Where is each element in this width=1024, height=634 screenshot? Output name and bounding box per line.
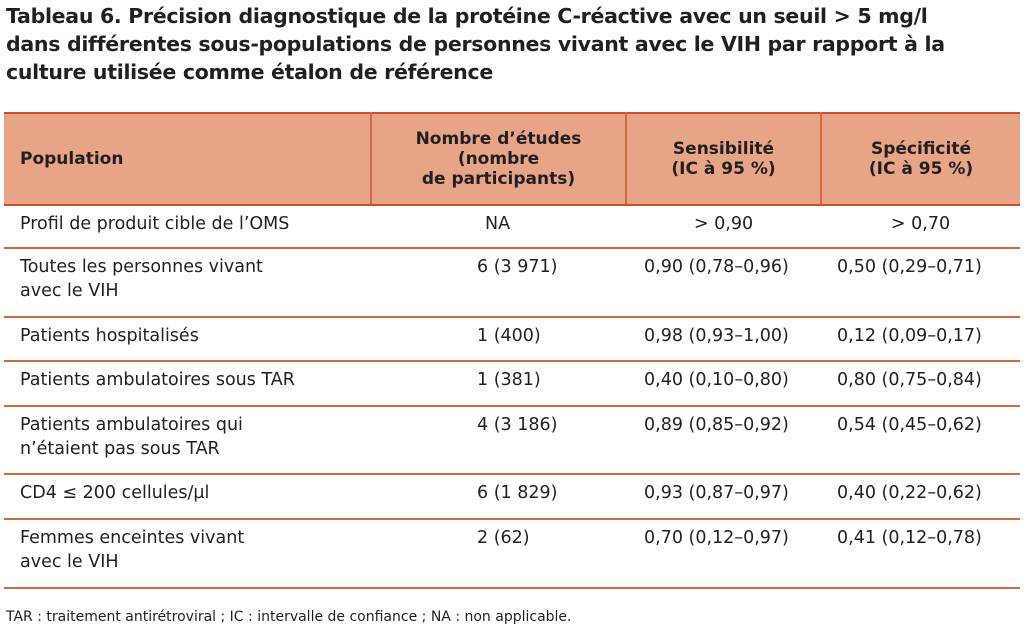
studies-cell: 6 (1 829)	[371, 474, 626, 520]
table-row: Patients ambulatoires qui n’étaient pas s…	[4, 406, 1020, 475]
population-cell: Patients ambulatoires qui n’étaient pas s…	[4, 406, 371, 475]
sensitivity-cell: 0,93 (0,87–0,97)	[626, 474, 821, 520]
studies-cell: 2 (62)	[371, 519, 626, 589]
table-row: Toutes les personnes vivant avec le VIH 6…	[4, 248, 1020, 318]
table-row: Patients hospitalisés 1 (400) 0,98 (0,93…	[4, 317, 1020, 362]
specificity-cell: 0,12 (0,09–0,17)	[821, 317, 1020, 362]
population-cell: Patients hospitalisés	[4, 317, 371, 362]
header-sensitivity: Sensibilité (IC à 95 %)	[626, 112, 822, 206]
title-line-1: Tableau 6. Précision diagnostique de la …	[6, 4, 928, 28]
specificity-cell: > 0,70	[821, 205, 1020, 249]
header-studies: Nombre d’études (nombre de participants)	[371, 112, 627, 206]
sensitivity-cell: > 0,90	[626, 205, 821, 249]
table-row: Patients ambulatoires sous TAR 1 (381) 0…	[4, 361, 1020, 407]
header-row: Population Nombre d’études (nombre de pa…	[4, 112, 1020, 206]
sensitivity-cell: 0,90 (0,78–0,96)	[626, 248, 821, 318]
specificity-cell: 0,41 (0,12–0,78)	[821, 519, 1020, 589]
population-cell: CD4 ≤ 200 cellules/µl	[4, 474, 371, 520]
population-cell: Patients ambulatoires sous TAR	[4, 361, 371, 407]
specificity-cell: 0,80 (0,75–0,84)	[821, 361, 1020, 407]
table-footnote: TAR : traitement antirétroviral ; IC : i…	[6, 609, 572, 625]
specificity-cell: 0,54 (0,45–0,62)	[821, 406, 1020, 475]
title-line-3: culture utilisée comme étalon de référen…	[6, 60, 493, 84]
header-specificity: Spécificité (IC à 95 %)	[821, 112, 1020, 206]
diagnostic-accuracy-table: Population Nombre d’études (nombre de pa…	[4, 112, 1020, 589]
header-population: Population	[4, 112, 372, 206]
table-body: Profil de produit cible de l’OMS NA > 0,…	[4, 205, 1020, 589]
table-row: Profil de produit cible de l’OMS NA > 0,…	[4, 205, 1020, 249]
studies-cell: NA	[371, 205, 626, 249]
sensitivity-cell: 0,70 (0,12–0,97)	[626, 519, 821, 589]
population-cell: Profil de produit cible de l’OMS	[4, 205, 371, 249]
studies-cell: 1 (400)	[371, 317, 626, 362]
sensitivity-cell: 0,40 (0,10–0,80)	[626, 361, 821, 407]
specificity-cell: 0,40 (0,22–0,62)	[821, 474, 1020, 520]
title-line-2: dans différentes sous-populations de per…	[6, 32, 945, 56]
table-title: Tableau 6. Précision diagnostique de la …	[6, 2, 1018, 86]
specificity-cell: 0,50 (0,29–0,71)	[821, 248, 1020, 318]
table-row: Femmes enceintes vivant avec le VIH 2 (62…	[4, 519, 1020, 589]
sensitivity-cell: 0,89 (0,85–0,92)	[626, 406, 821, 475]
population-cell: Femmes enceintes vivant avec le VIH	[4, 519, 371, 589]
table-row: CD4 ≤ 200 cellules/µl 6 (1 829) 0,93 (0,…	[4, 474, 1020, 520]
studies-cell: 1 (381)	[371, 361, 626, 407]
studies-cell: 4 (3 186)	[371, 406, 626, 475]
table-header: Population Nombre d’études (nombre de pa…	[4, 112, 1020, 206]
sensitivity-cell: 0,98 (0,93–1,00)	[626, 317, 821, 362]
studies-cell: 6 (3 971)	[371, 248, 626, 318]
population-cell: Toutes les personnes vivant avec le VIH	[4, 248, 371, 318]
